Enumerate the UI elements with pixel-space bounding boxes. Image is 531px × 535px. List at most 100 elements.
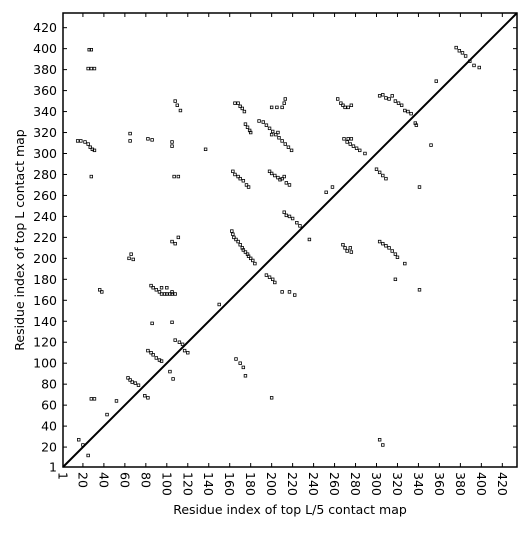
point [217,302,221,307]
point [354,146,359,150]
x-tick-label: 260 [327,472,342,496]
point [86,66,90,71]
point [381,173,385,178]
y-tick-label: 20 [41,440,57,455]
point [171,377,175,381]
point [275,105,279,110]
point [146,348,150,353]
y-tick-label: 160 [33,293,57,308]
point [170,239,174,244]
y-tick-label: 240 [33,209,57,224]
point [77,438,81,442]
plot-frame [62,12,518,468]
x-tick-label: 340 [411,472,426,496]
point [429,143,433,147]
point [89,174,94,179]
point [236,239,240,244]
point [242,109,247,114]
y-tick-label: 420 [33,20,57,35]
y-tick-label: 40 [41,419,57,434]
point [287,183,292,187]
point [346,105,350,110]
point [173,338,177,342]
x-tick-label: 60 [117,472,132,488]
point [280,139,284,143]
point [87,47,91,52]
x-tick-label: 320 [390,472,405,496]
y-tick-label: 120 [33,335,57,350]
point [463,54,468,58]
point [289,148,294,153]
point [270,129,275,134]
point [143,394,147,398]
point [243,374,248,378]
x-tick-label: 400 [474,472,489,496]
point [377,438,382,442]
point [257,119,261,123]
point [393,277,398,282]
point [267,275,272,279]
point [374,167,379,171]
x-tick-label: 220 [285,472,300,496]
point [241,248,246,252]
point [159,292,164,296]
point [170,320,174,325]
y-tick-label: 260 [33,188,57,203]
point [270,277,275,282]
point [286,145,291,149]
point [348,246,352,250]
point [149,283,153,288]
point [264,273,269,277]
point [243,122,248,126]
point [88,145,92,149]
point [105,412,109,417]
point [173,99,177,103]
y-tick-label: 200 [33,251,57,266]
point [403,261,407,266]
point [230,229,234,233]
point [244,183,249,187]
point [176,174,181,179]
point [377,94,382,98]
point [349,137,354,141]
x-tick-label: 160 [222,472,237,496]
y-tick-label: 1 [49,460,57,475]
x-tick-label: 40 [96,472,111,488]
point [234,357,238,361]
x-tick-label: 80 [138,472,153,488]
point [177,340,182,344]
point [154,356,159,360]
point [267,169,272,174]
point [349,250,354,254]
point [341,103,345,107]
point [403,108,407,113]
point [363,151,367,156]
point [128,378,132,382]
x-tick-label: 420 [495,472,510,496]
point [159,359,164,363]
x-tick-label: 1 [56,472,71,480]
point [231,169,235,174]
point [253,261,257,266]
point [180,342,185,347]
point [381,443,385,447]
point [165,292,169,296]
point [157,290,162,294]
point [168,369,172,374]
point [97,288,102,292]
point [269,171,274,176]
point [83,140,87,144]
point [283,142,287,146]
point [264,123,269,127]
point [114,399,119,403]
point [127,256,131,261]
point [245,125,250,129]
point [273,280,277,285]
point [232,235,236,240]
point [248,256,253,261]
point [336,97,340,101]
point [170,292,174,296]
y-tick-label: 140 [33,314,57,329]
y-tick-label: 100 [33,356,57,371]
point [343,246,347,250]
